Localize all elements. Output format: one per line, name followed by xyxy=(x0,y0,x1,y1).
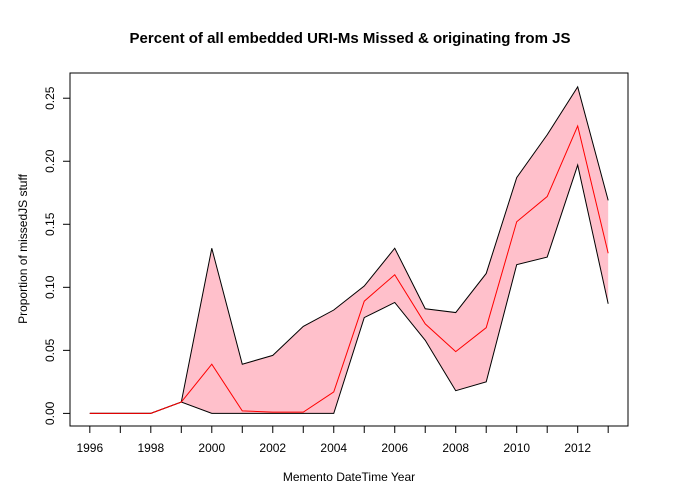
x-tick-label: 2006 xyxy=(381,441,408,455)
band-area xyxy=(89,86,609,414)
x-tick-label: 2010 xyxy=(503,441,530,455)
plot-layer xyxy=(89,85,609,414)
y-tick-label: 0.20 xyxy=(43,149,57,173)
x-tick-label: 1998 xyxy=(137,441,164,455)
y-axis: 0.00 0.05 0.10 0.15 0.20 0.25 xyxy=(43,86,71,425)
y-tick-label: 0.05 xyxy=(43,338,57,362)
y-tick-label: 0.10 xyxy=(43,275,57,299)
x-tick-label: 1996 xyxy=(76,441,103,455)
mean-line xyxy=(89,124,609,414)
x-axis: 1996 1998 2000 2002 2004 2006 2008 2010 2012 xyxy=(76,425,609,455)
x-axis-label: Memento DateTime Year xyxy=(283,470,415,484)
x-tick-label: 2000 xyxy=(198,441,225,455)
x-tick-label: 2002 xyxy=(259,441,286,455)
y-tick-label: 0.25 xyxy=(43,86,57,110)
x-tick-label: 2004 xyxy=(320,441,347,455)
x-tick-label: 2012 xyxy=(564,441,591,455)
y-tick-label: 0.00 xyxy=(43,401,57,425)
y-axis-label: Proportion of missedJS stuff xyxy=(16,173,30,324)
chart-title: Percent of all embedded URI-Ms Missed & … xyxy=(130,30,571,47)
y-tick-label: 0.15 xyxy=(43,212,57,236)
x-tick-label: 2008 xyxy=(442,441,469,455)
